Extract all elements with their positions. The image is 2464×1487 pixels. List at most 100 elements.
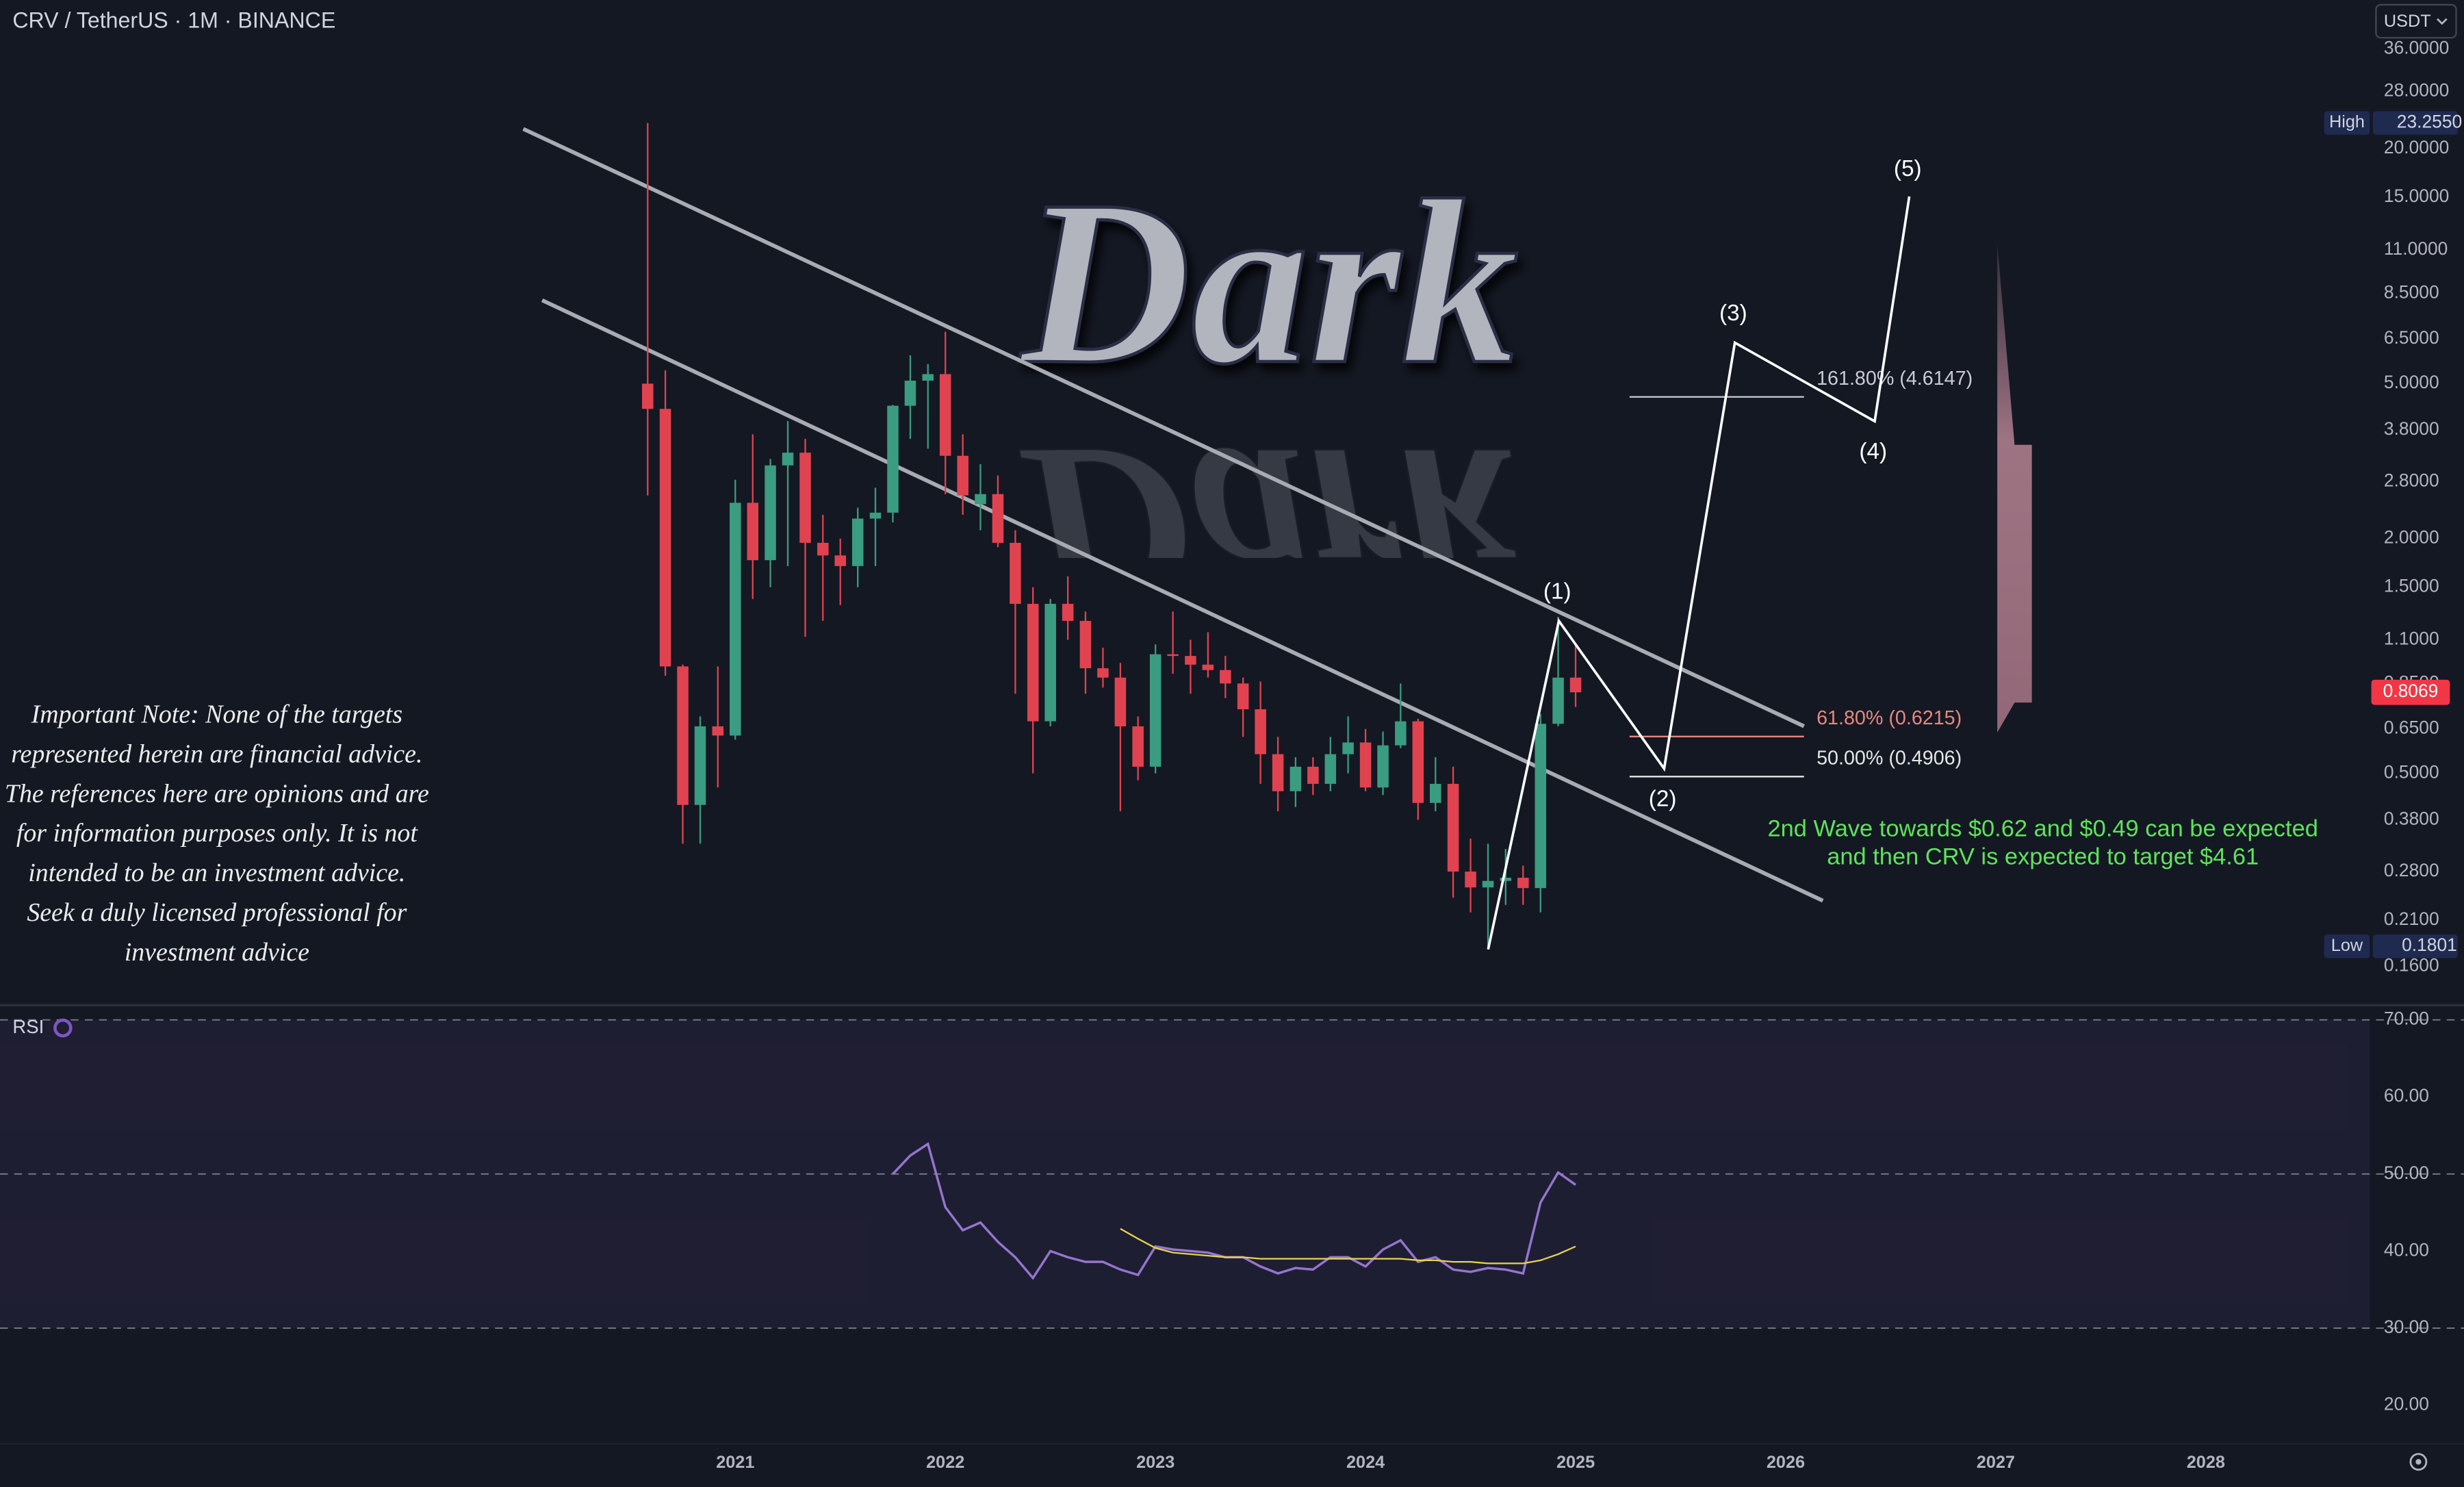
annotation-text: and then CRV is expected to target $4.61 bbox=[1827, 844, 2259, 870]
y-tick-label: 11.0000 bbox=[2384, 238, 2448, 259]
y-tick-label: 15.0000 bbox=[2384, 186, 2449, 206]
note-text: Seek a duly licensed professional for bbox=[27, 898, 407, 927]
rsi-source-icon bbox=[53, 1018, 73, 1038]
settings-button[interactable] bbox=[2409, 1453, 2428, 1471]
x-tick-label: 2022 bbox=[926, 1453, 964, 1472]
watermark-reflection: Dark bbox=[1016, 398, 1519, 659]
candle-body bbox=[1465, 872, 1476, 888]
x-tick-label: 2028 bbox=[2187, 1453, 2225, 1472]
high-marker-value: 23.2550 bbox=[2397, 112, 2462, 132]
rsi-tick-label: 20.00 bbox=[2384, 1393, 2429, 1414]
candle-body bbox=[1412, 721, 1424, 803]
candle-body bbox=[1237, 683, 1249, 709]
candle-body bbox=[799, 453, 811, 543]
wave-label: (3) bbox=[1719, 301, 1747, 326]
low-marker-value: 0.1801 bbox=[2402, 935, 2457, 955]
candle-body bbox=[1062, 604, 1074, 621]
note-text: for information purposes only. It is not bbox=[16, 819, 419, 848]
candle-body bbox=[939, 374, 951, 456]
rsi-tick-label: 60.00 bbox=[2384, 1085, 2429, 1106]
candle-body bbox=[1255, 709, 1266, 754]
watermark-group: Dark Dark bbox=[1016, 151, 1520, 659]
note-text: intended to be an investment advice. bbox=[28, 859, 405, 887]
rsi-title: RSI bbox=[12, 1016, 44, 1037]
chart-title: CRV / TetherUS · 1M · BINANCE bbox=[12, 8, 335, 33]
x-tick-label: 2026 bbox=[1767, 1453, 1805, 1472]
fib-level-label: 61.80% (0.6215) bbox=[1817, 707, 1962, 729]
y-tick-label: 3.8000 bbox=[2384, 418, 2439, 439]
x-tick-label: 2025 bbox=[1556, 1453, 1595, 1472]
wave-label: (2) bbox=[1649, 786, 1677, 811]
high-marker-label: High bbox=[2329, 112, 2365, 131]
candle-body bbox=[1010, 542, 1021, 605]
candle-body bbox=[834, 555, 847, 566]
candle-body bbox=[1097, 668, 1109, 678]
candle-body bbox=[1044, 604, 1056, 722]
candle-body bbox=[1307, 766, 1319, 784]
candle-body bbox=[659, 409, 671, 667]
candle-body bbox=[1359, 742, 1372, 788]
x-tick-label: 2027 bbox=[1977, 1453, 2015, 1472]
candle-body bbox=[1149, 654, 1162, 767]
y-tick-label: 0.5000 bbox=[2384, 762, 2439, 783]
candle-body bbox=[782, 453, 794, 466]
candle-body bbox=[1342, 742, 1354, 754]
y-tick-label: 1.5000 bbox=[2384, 576, 2439, 596]
candle-body bbox=[1447, 783, 1459, 872]
candle-body bbox=[957, 455, 968, 496]
rsi-tick-label: 30.00 bbox=[2384, 1317, 2429, 1337]
note-text: Important Note: None of the targets bbox=[31, 700, 402, 729]
low-marker-label: Low bbox=[2331, 936, 2363, 955]
candle-body bbox=[1114, 677, 1127, 726]
candle-body bbox=[1324, 754, 1337, 784]
wave-label: (4) bbox=[1859, 439, 1887, 464]
y-tick-label: 0.3800 bbox=[2384, 808, 2439, 828]
currency-button-chevron[interactable] bbox=[2436, 18, 2448, 25]
candle-body bbox=[887, 405, 899, 513]
x-tick-label: 2024 bbox=[1346, 1453, 1385, 1472]
candle-body bbox=[922, 374, 934, 381]
y-tick-label: 6.5000 bbox=[2384, 327, 2439, 348]
y-tick-label: 5.0000 bbox=[2384, 372, 2439, 392]
plot-layer: 36.0000 28.0000 20.0000 15.0000 11.0000 8.500… bbox=[0, 37, 2464, 1472]
candle-body bbox=[747, 503, 759, 561]
candle-body bbox=[1377, 745, 1389, 788]
fib-level-label: 50.00% (0.4906) bbox=[1817, 748, 1962, 770]
y-tick-label: 2.8000 bbox=[2384, 470, 2439, 490]
watermark-reflection-text: Dark bbox=[1017, 398, 1518, 659]
rsi-tick-label: 40.00 bbox=[2384, 1239, 2429, 1260]
elliott-wave-path bbox=[1487, 196, 1911, 950]
candle-body bbox=[904, 380, 916, 406]
wave-label: (5) bbox=[1894, 156, 1922, 181]
candle-body bbox=[1552, 677, 1564, 724]
candle-body bbox=[975, 494, 986, 505]
currency-button[interactable]: USDT bbox=[2375, 3, 2457, 39]
annotation-text: 2nd Wave towards $0.62 and $0.49 can be … bbox=[1767, 815, 2318, 841]
currency-button-label[interactable]: USDT bbox=[2384, 12, 2431, 31]
note-text: The references here are opinions and are bbox=[5, 779, 429, 808]
y-tick-label: 0.2800 bbox=[2384, 860, 2439, 880]
candle-body bbox=[677, 666, 689, 805]
candle-body bbox=[1535, 724, 1547, 889]
candle-body bbox=[694, 726, 706, 805]
rsi-ma-line bbox=[1120, 1228, 1576, 1264]
candle-body bbox=[1132, 726, 1144, 767]
candle-body bbox=[1167, 654, 1179, 657]
note-text: represented herein are financial advice. bbox=[11, 740, 422, 769]
channel-upper bbox=[522, 127, 1805, 728]
candle-body bbox=[1185, 656, 1196, 665]
channel-lower bbox=[541, 298, 1824, 903]
candle-body bbox=[1272, 754, 1284, 791]
y-tick-label: 2.0000 bbox=[2384, 527, 2439, 548]
candle-body bbox=[1569, 677, 1582, 693]
low-marker-label-box bbox=[2324, 935, 2370, 958]
currency-button-box[interactable] bbox=[2375, 3, 2457, 39]
last-price-box bbox=[2371, 679, 2450, 705]
candle-body bbox=[1202, 664, 1214, 670]
candle-body bbox=[765, 465, 776, 561]
settings-icon-center[interactable] bbox=[2415, 1459, 2422, 1465]
settings-icon[interactable] bbox=[2409, 1453, 2428, 1471]
high-marker-label-box bbox=[2324, 111, 2370, 135]
candle-body bbox=[1027, 604, 1039, 722]
